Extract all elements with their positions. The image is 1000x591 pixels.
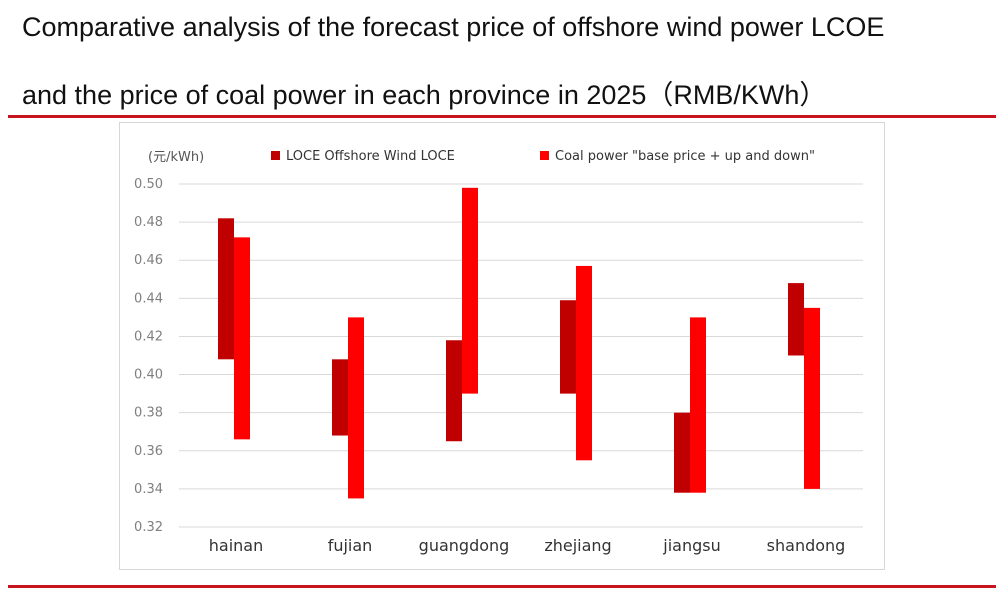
price-range-chart: 0.32 0.34 0.36 0.38 0.40 0.42 0.44 0.46 0.48 0.50… (134, 149, 863, 555)
bottom-divider (8, 585, 996, 588)
coal-range-bar-fujian (348, 317, 364, 499)
legend-label-wind: LOCE Offshore Wind LOCE (286, 149, 455, 164)
y-tick-label: 0.36 (134, 444, 163, 459)
y-tick-label: 0.48 (134, 215, 163, 230)
coal-range-bar-hainan (234, 237, 250, 440)
coal-range-bar-guangdong (462, 187, 478, 394)
y-tick-label: 0.38 (134, 406, 163, 421)
chart-title-line-1: Comparative analysis of the forecast pri… (22, 12, 885, 42)
coal-range-bar-shandong (804, 307, 820, 489)
coal-range-bar-zhejiang (576, 265, 592, 461)
top-divider (8, 115, 996, 118)
x-label-fujian: fujian (328, 536, 373, 555)
wind-range-bar-fujian (332, 359, 348, 436)
y-axis-ticks: 0.32 0.34 0.36 0.38 0.40 0.42 0.44 0.46 0.48 0.50 (134, 177, 163, 535)
x-axis-labels: hainan fujian guangdong zhejiang jiangsu shan… (209, 536, 846, 555)
wind-range-bar-jiangsu (674, 412, 690, 493)
y-tick-label: 0.50 (134, 177, 163, 192)
y-tick-label: 0.32 (134, 520, 163, 535)
wind-range-bar-shandong (788, 283, 804, 356)
legend-swatch-wind (271, 151, 280, 160)
legend-swatch-coal (540, 151, 549, 160)
range-bars (218, 187, 820, 499)
y-tick-label: 0.46 (134, 253, 163, 268)
x-label-shandong: shandong (767, 536, 846, 555)
legend: LOCE Offshore Wind LOCE Coal power "base… (271, 149, 815, 164)
legend-label-coal: Coal power "base price + up and down" (555, 149, 815, 164)
wind-range-bar-guangdong (446, 340, 462, 442)
y-tick-label: 0.44 (134, 291, 163, 306)
y-tick-label: 0.40 (134, 368, 163, 383)
x-label-guangdong: guangdong (419, 536, 510, 555)
unit-label: (元/kWh) (148, 150, 204, 165)
y-tick-label: 0.34 (134, 482, 163, 497)
x-label-hainan: hainan (209, 536, 263, 555)
x-label-zhejiang: zhejiang (544, 536, 611, 555)
coal-range-bar-jiangsu (690, 317, 706, 493)
x-label-jiangsu: jiangsu (662, 536, 720, 555)
y-tick-label: 0.42 (134, 329, 163, 344)
wind-range-bar-hainan (218, 218, 234, 360)
gridlines (179, 183, 863, 528)
wind-range-bar-zhejiang (560, 300, 576, 394)
chart-title-line-2: and the price of coal power in each prov… (22, 80, 827, 110)
chart-frame: 0.32 0.34 0.36 0.38 0.40 0.42 0.44 0.46 0.48 0.50… (119, 122, 885, 570)
